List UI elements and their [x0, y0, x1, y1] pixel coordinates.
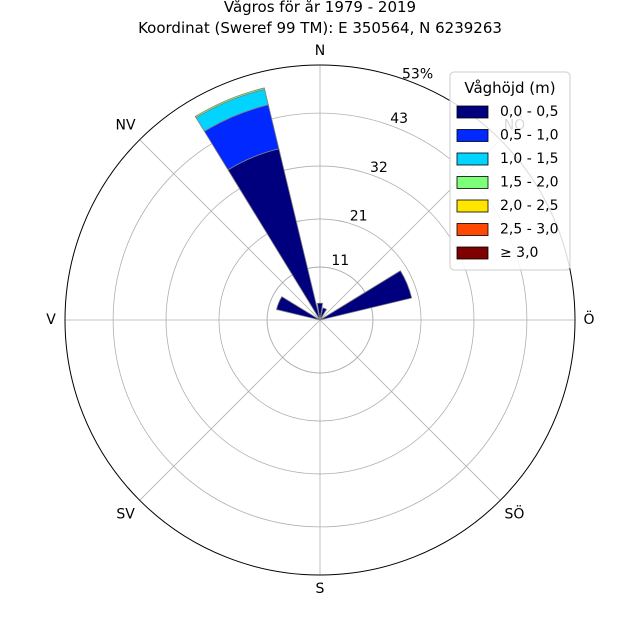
legend-swatch	[456, 199, 489, 213]
polar-grid	[64, 64, 576, 576]
grid-spoke	[139, 139, 321, 321]
legend-label: 2,0 - 2,5	[500, 198, 558, 214]
legend-swatch	[456, 105, 489, 119]
legend-label: 1,5 - 2,0	[500, 175, 558, 191]
bar-0-0,0 - 0,5	[316, 302, 324, 321]
legend-swatch	[456, 152, 489, 166]
direction-label-S: S	[316, 581, 325, 597]
direction-label-Ö: Ö	[583, 310, 594, 328]
bar-292.5-0,0 - 0,5	[276, 296, 321, 321]
direction-label-NV: NV	[116, 118, 136, 134]
rose-bars	[194, 87, 413, 321]
chart-title: Vågros för år 1979 - 2019	[224, 0, 416, 16]
grid-spoke	[319, 319, 501, 501]
legend-swatch	[456, 246, 489, 260]
radial-tick-label: 21	[350, 209, 368, 225]
legend-frame	[449, 71, 571, 271]
direction-label-SV: SV	[116, 506, 135, 522]
legend-label: 0,0 - 0,5	[500, 104, 558, 120]
bar-22.5-0,0 - 0,5	[319, 307, 328, 321]
radial-tick-label: 32	[370, 160, 388, 176]
radial-tick-label: 53%	[402, 66, 433, 82]
legend-title: Våghöjd (m)	[464, 79, 555, 97]
axis-labels: NNÖÖSÖSSVVNV1121324353%	[46, 43, 594, 597]
bar-67.5-0,0 - 0,5	[319, 270, 413, 321]
bar-337.5-1,5 - 2,0	[194, 87, 266, 119]
legend-swatch	[456, 129, 489, 142]
legend-label: 2,5 - 3,0	[500, 222, 558, 238]
direction-label-SÖ: SÖ	[504, 504, 524, 522]
direction-label-V: V	[46, 312, 56, 328]
chart-subtitle: Koordinat (Sweref 99 TM): E 350564, N 62…	[138, 19, 502, 37]
radial-tick-label: 11	[331, 253, 349, 269]
legend-label: ≥ 3,0	[500, 245, 538, 261]
outer-ring	[64, 64, 576, 576]
radial-tick-label: 43	[390, 111, 408, 127]
legend-swatch	[456, 176, 489, 189]
direction-label-N: N	[315, 43, 325, 59]
grid-spoke	[139, 319, 321, 501]
legend-swatch	[456, 223, 489, 236]
legend: Våghöjd (m) 0,0 - 0,5 0,5 - 1,0 1,0 - 1,5 1,…	[449, 71, 571, 271]
legend-label: 1,0 - 1,5	[500, 151, 558, 167]
legend-label: 0,5 - 1,0	[500, 128, 558, 144]
